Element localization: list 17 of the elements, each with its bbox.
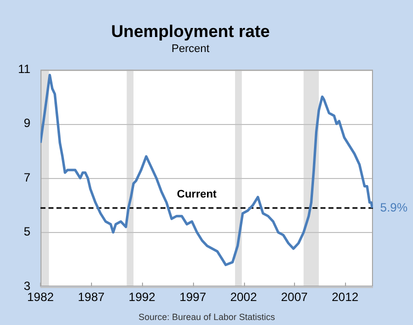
x-tick-label: 1987 — [78, 290, 105, 304]
source-note: Source: Bureau of Labor Statistics — [138, 312, 276, 322]
chart-subtitle: Percent — [172, 43, 210, 56]
ref-line-label: Current — [176, 188, 217, 200]
y-tick-label: 5 — [24, 224, 31, 239]
y-tick-label: 11 — [18, 62, 31, 76]
y-tick-label: 3 — [24, 278, 31, 293]
y-tick-label: 9 — [24, 116, 31, 130]
x-tick-label: 1997 — [179, 290, 206, 304]
x-tick-label: 1982 — [27, 290, 54, 304]
x-tick-label: 2002 — [230, 290, 258, 304]
x-tick-label: 1992 — [128, 290, 156, 304]
annotation: 5.9% — [380, 200, 408, 214]
y-tick-label: 7 — [24, 170, 31, 184]
x-tick-label: 2012 — [332, 290, 359, 304]
chart-title: Unemployment rate — [111, 22, 270, 41]
x-tick-label: 2007 — [280, 290, 308, 304]
